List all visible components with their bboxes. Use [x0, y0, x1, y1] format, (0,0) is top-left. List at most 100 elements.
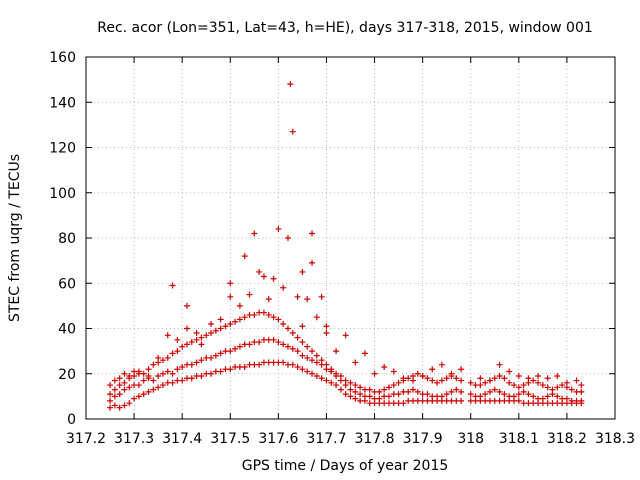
- data-point: [275, 225, 282, 232]
- data-point: [270, 336, 277, 343]
- data-point: [458, 388, 465, 395]
- data-point: [294, 293, 301, 300]
- data-point: [347, 393, 354, 400]
- y-axis-label: STEC from uqrg / TECUs: [7, 154, 23, 322]
- x-tick-label: 318.1: [499, 431, 539, 447]
- data-points: [107, 81, 585, 411]
- data-point: [284, 325, 291, 332]
- data-point: [578, 388, 585, 395]
- y-tick-labels: 0 20 40 60 80 100 120 140 160: [49, 50, 76, 428]
- data-point: [135, 382, 142, 389]
- data-point: [208, 370, 215, 377]
- data-point: [159, 370, 166, 377]
- y-tick-label: 100: [49, 186, 76, 202]
- data-point: [280, 284, 287, 291]
- y-tick-label: 60: [58, 276, 76, 292]
- data-point: [337, 373, 344, 380]
- data-point: [554, 393, 561, 400]
- y-tick-label: 140: [49, 95, 76, 111]
- x-tick-label: 318: [457, 431, 484, 447]
- data-point: [188, 339, 195, 346]
- data-point: [501, 375, 508, 382]
- data-point: [304, 368, 311, 375]
- data-point: [256, 339, 263, 346]
- data-point: [549, 386, 556, 393]
- data-point: [429, 377, 436, 384]
- data-point: [222, 323, 229, 330]
- data-point: [458, 397, 465, 404]
- data-point: [573, 377, 580, 384]
- data-point: [347, 379, 354, 386]
- y-tick-label: 20: [58, 367, 76, 383]
- data-point: [135, 370, 142, 377]
- data-point: [111, 377, 118, 384]
- data-point: [342, 332, 349, 339]
- data-point: [193, 330, 200, 337]
- data-point: [284, 235, 291, 241]
- data-point: [116, 404, 123, 411]
- data-point: [559, 382, 566, 389]
- data-point: [111, 402, 118, 409]
- data-point: [241, 253, 248, 260]
- data-point: [458, 366, 465, 373]
- data-point: [491, 375, 498, 382]
- axis-ticks: [85, 56, 616, 420]
- x-tick-label: 317.4: [162, 431, 202, 447]
- data-point: [155, 354, 162, 361]
- data-point: [289, 361, 296, 368]
- data-point: [287, 81, 294, 88]
- data-point: [318, 357, 325, 364]
- data-point: [453, 386, 460, 393]
- data-point: [183, 325, 190, 332]
- data-point: [107, 391, 114, 398]
- data-point: [246, 341, 253, 348]
- chart-title: Rec. acor (Lon=351, Lat=43, h=HE), days …: [97, 20, 593, 36]
- data-point: [506, 379, 513, 386]
- data-point: [429, 366, 436, 373]
- data-point: [299, 323, 306, 330]
- data-point: [376, 388, 383, 395]
- data-point: [198, 334, 205, 341]
- data-point: [318, 375, 325, 382]
- data-point: [410, 386, 417, 393]
- data-point: [414, 370, 421, 377]
- data-point: [183, 302, 190, 309]
- data-point: [217, 325, 224, 332]
- data-point: [256, 268, 263, 275]
- data-point: [309, 259, 316, 266]
- data-point: [179, 377, 186, 384]
- data-point: [260, 273, 267, 280]
- data-point: [150, 386, 157, 393]
- data-point: [443, 391, 450, 398]
- data-point: [131, 395, 138, 402]
- data-point: [107, 397, 114, 404]
- data-point: [511, 393, 518, 400]
- data-point: [289, 330, 296, 337]
- data-point: [501, 391, 508, 398]
- data-point: [116, 382, 123, 389]
- data-point: [309, 357, 316, 364]
- data-point: [217, 316, 224, 323]
- data-point: [294, 363, 301, 370]
- data-point: [328, 379, 335, 386]
- data-point: [121, 402, 128, 409]
- data-point: [482, 379, 489, 386]
- data-point: [544, 393, 551, 400]
- data-point: [131, 368, 138, 375]
- data-point: [212, 327, 219, 334]
- data-point: [328, 366, 335, 373]
- data-point: [410, 377, 417, 384]
- data-point: [323, 323, 330, 330]
- data-point: [169, 350, 176, 357]
- y-tick-label: 80: [58, 231, 76, 247]
- data-point: [395, 391, 402, 398]
- data-point: [121, 370, 128, 377]
- data-point: [357, 384, 364, 391]
- data-point: [424, 391, 431, 398]
- x-tick-label: 318.3: [595, 431, 635, 447]
- data-point: [107, 404, 114, 411]
- data-point: [544, 375, 551, 382]
- data-point: [309, 230, 316, 237]
- data-point: [280, 341, 287, 348]
- data-point: [217, 350, 224, 357]
